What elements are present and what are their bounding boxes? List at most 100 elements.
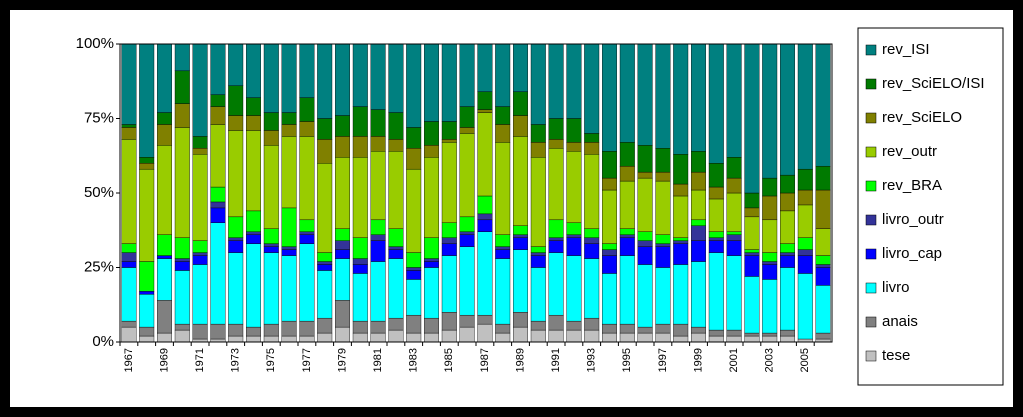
plot-border: [119, 43, 833, 343]
x-tick-label: 1989: [514, 348, 526, 372]
bar-segment: [388, 258, 404, 319]
bar-segment: [637, 332, 653, 343]
bar-segment: [157, 234, 172, 256]
bar-segment: [210, 94, 226, 107]
bar-segment: [708, 329, 724, 337]
y-tick-label: 75%: [84, 109, 114, 126]
bar-segment: [157, 112, 172, 125]
bar-segment: [548, 139, 564, 149]
bar-segment: [246, 335, 261, 343]
bar-segment: [192, 264, 208, 325]
bar-segment: [584, 329, 600, 343]
bar-segment: [459, 326, 475, 343]
y-tick-label: 50%: [84, 184, 114, 201]
bar-segment: [637, 177, 653, 232]
bar-segment: [299, 136, 315, 221]
bar-segment: [174, 237, 190, 259]
bar-segment: [335, 300, 350, 328]
bar-segment: [352, 320, 368, 334]
legend-swatch: [865, 248, 877, 260]
bar-segment: [388, 43, 404, 113]
bar-segment: [121, 326, 137, 343]
bar-segment: [566, 151, 582, 223]
bar-segment: [281, 320, 297, 337]
bar-segment: [673, 237, 689, 241]
bar-segment: [424, 43, 439, 122]
bar-segment: [708, 335, 724, 343]
bar-segment: [548, 329, 564, 343]
bar-segment: [637, 264, 653, 328]
legend-label: livro_cap: [882, 245, 942, 262]
bar-segment: [228, 130, 244, 218]
bar-segment: [744, 192, 760, 209]
bar-segment: [655, 246, 671, 268]
bar-segment: [388, 112, 404, 140]
bar-segment: [548, 314, 564, 331]
bar-segment: [602, 273, 617, 325]
bar-segment: [602, 255, 617, 274]
bar-segment: [762, 335, 778, 343]
bar-segment: [548, 148, 564, 221]
bar-segment: [495, 249, 511, 259]
bar-segment: [566, 43, 582, 119]
x-tick-label: 1981: [372, 348, 384, 372]
bar-segment: [424, 267, 439, 319]
bar-segment: [655, 332, 671, 343]
bar-segment: [228, 115, 244, 131]
bar-segment: [424, 237, 439, 259]
bar-segment: [335, 136, 350, 158]
bar-segment: [815, 165, 831, 191]
bar-segment: [780, 210, 795, 244]
bar-segment: [317, 43, 333, 119]
bar-segment: [797, 249, 813, 256]
bar-segment: [708, 237, 724, 241]
bar-segment: [335, 157, 350, 229]
bar-segment: [477, 323, 493, 343]
bar-segment: [584, 317, 600, 331]
bar-segment: [797, 189, 813, 206]
bar-segment: [726, 329, 742, 337]
bar-segment: [673, 264, 689, 325]
bar-segment: [352, 264, 368, 274]
bar-segment: [726, 43, 742, 158]
bar-segment: [424, 261, 439, 268]
bar-segment: [797, 43, 813, 170]
bar-segment: [637, 145, 653, 173]
bar-segment: [513, 312, 528, 328]
bar-segment: [174, 43, 190, 72]
bar-segment: [441, 43, 457, 122]
bar-segment: [780, 192, 795, 212]
bar-segment: [548, 252, 564, 316]
bar-segment: [121, 267, 137, 322]
bar-segment: [673, 154, 689, 185]
bar-segment: [602, 243, 617, 250]
x-tick-label: 1985: [443, 348, 455, 372]
bar-segment: [744, 216, 760, 250]
bar-segment: [780, 267, 795, 331]
bar-segment: [459, 314, 475, 328]
bar-segment: [406, 270, 422, 280]
bar-segment: [352, 106, 368, 137]
bar-segment: [797, 237, 813, 250]
bar-segment: [548, 237, 564, 241]
bar-segment: [281, 124, 297, 137]
bar-segment: [281, 255, 297, 322]
bar-segment: [762, 264, 778, 280]
bar-segment: [370, 240, 386, 262]
x-tick-label: 1975: [265, 348, 277, 372]
bar-segment: [352, 258, 368, 265]
bar-segment: [673, 195, 689, 238]
bar-segment: [370, 219, 386, 235]
bar-segment: [192, 252, 208, 256]
bar-segment: [281, 249, 297, 256]
bar-segment: [584, 228, 600, 238]
bar-segment: [708, 198, 724, 232]
bar-segment: [406, 252, 422, 268]
bar-segment: [299, 320, 315, 337]
bar-segment: [530, 142, 546, 158]
bar-segment: [299, 97, 315, 122]
bar-segment: [495, 106, 511, 125]
bar-segment: [246, 231, 261, 235]
bar-segment: [424, 157, 439, 238]
bar-segment: [317, 317, 333, 334]
